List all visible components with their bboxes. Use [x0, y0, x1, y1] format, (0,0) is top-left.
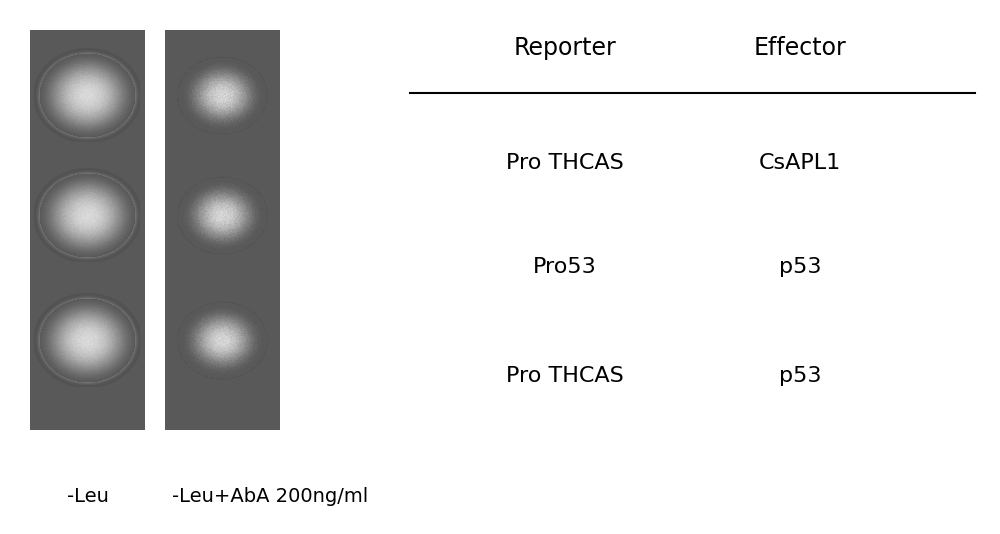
Text: Pro THCAS: Pro THCAS [506, 366, 624, 387]
Text: -Leu: -Leu [67, 487, 109, 506]
Text: CsAPL1: CsAPL1 [759, 153, 841, 173]
Text: Reporter: Reporter [514, 36, 616, 60]
Text: -Leu+AbA 200ng/ml: -Leu+AbA 200ng/ml [172, 487, 368, 506]
Text: p53: p53 [779, 366, 821, 387]
Text: p53: p53 [779, 257, 821, 277]
Text: Pro THCAS: Pro THCAS [506, 153, 624, 173]
Text: Effector: Effector [754, 36, 846, 60]
Text: Pro53: Pro53 [533, 257, 597, 277]
